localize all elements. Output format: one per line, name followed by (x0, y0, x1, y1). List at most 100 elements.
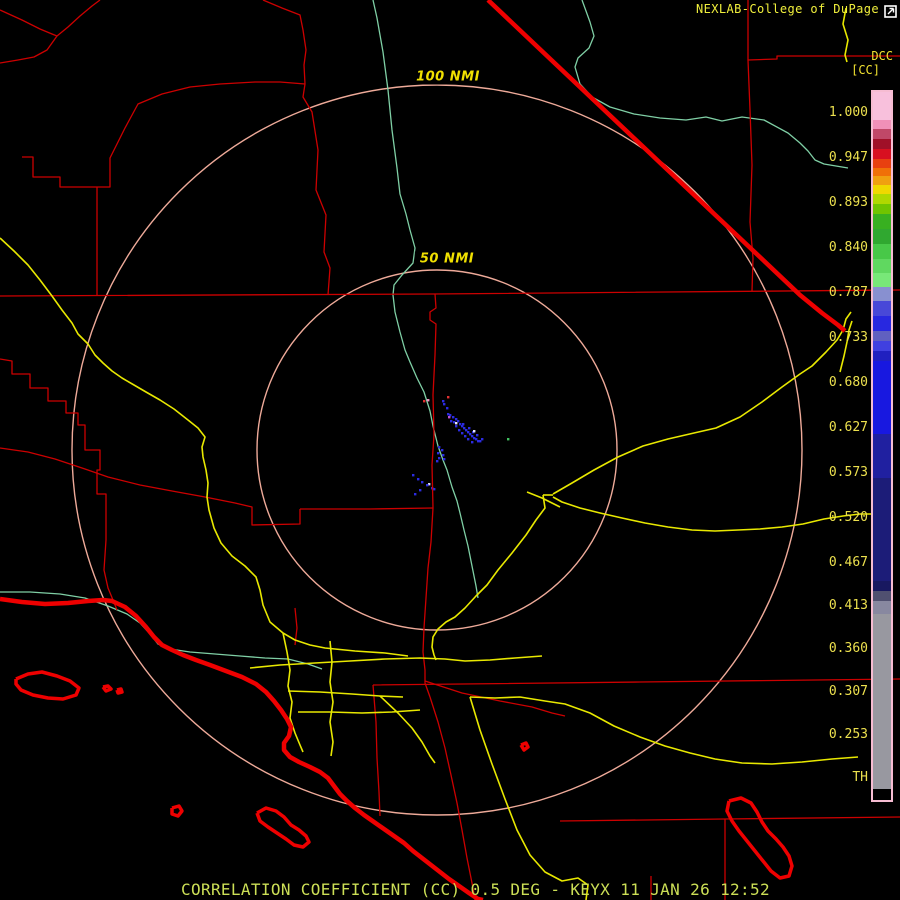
roads (0, 7, 871, 900)
echo-pixel (475, 438, 478, 441)
colorbar-segment (873, 789, 891, 800)
echo-pixel (468, 427, 471, 430)
echo-pixel (443, 458, 446, 461)
colorbar-segment (873, 139, 891, 149)
colorbar-scale-value: 0.733 (828, 330, 868, 345)
colorbar-segment (873, 614, 891, 789)
echo-pixel (428, 483, 431, 486)
colorbar-scale-value: 0.360 (828, 641, 868, 656)
echo-pixel (476, 434, 479, 437)
echo-pixel (481, 438, 484, 441)
colorbar (871, 90, 893, 802)
radar-echoes (412, 396, 510, 496)
echo-pixel (433, 488, 436, 491)
colorbar-segment (873, 287, 891, 301)
colorbar-segment (873, 591, 891, 601)
range-ring (71, 84, 803, 816)
echo-pixel (438, 446, 441, 449)
product-code-label: DCC (871, 49, 893, 63)
echo-pixel (467, 438, 470, 441)
header: NEXLAB-College of DuPage (696, 2, 897, 18)
echo-pixel (469, 433, 472, 436)
colorbar-scale-value: 0.787 (828, 285, 868, 300)
echo-pixel (463, 427, 466, 430)
echo-pixel (449, 414, 452, 417)
range-ring-label: 100 NMI (411, 69, 485, 85)
echo-pixel (442, 400, 445, 403)
echo-pixel (479, 440, 482, 443)
range-ring (256, 269, 618, 631)
echo-pixel (427, 399, 430, 402)
colorbar-scale-value: 0.520 (828, 510, 868, 525)
echo-pixel (438, 457, 441, 460)
echo-pixel (461, 425, 464, 428)
colorbar-segment (873, 478, 891, 581)
colorbar-segment (873, 316, 891, 331)
state-coast-boundaries (0, 0, 847, 900)
rivers (0, 0, 849, 670)
colorbar-segment (873, 601, 891, 614)
echo-pixel (453, 421, 456, 424)
colorbar-segment (873, 581, 891, 591)
colorbar-scale-value: 0.413 (828, 598, 868, 613)
echo-pixel (467, 431, 470, 434)
colorbar-scale-value: 0.307 (828, 684, 868, 699)
colorbar-scale-value: 0.253 (828, 727, 868, 742)
colorbar-segment (873, 434, 891, 478)
echo-pixel (447, 413, 450, 416)
colorbar-segment (873, 194, 891, 204)
echo-pixel (441, 449, 444, 452)
echo-pixel (412, 474, 415, 477)
colorbar-scale-value: 0.627 (828, 420, 868, 435)
colorbar-scale-value: 0.893 (828, 195, 868, 210)
colorbar-segment (873, 168, 891, 176)
echo-pixel (462, 423, 465, 426)
product-caption: CORRELATION COEFFICIENT (CC) 0.5 DEG - K… (181, 880, 770, 899)
colorbar-scale-value: 0.467 (828, 555, 868, 570)
echo-pixel (458, 429, 461, 432)
colorbar-segment (873, 244, 891, 259)
echo-pixel (437, 452, 440, 455)
colorbar-segment (873, 214, 891, 229)
colorbar-segment (873, 273, 891, 287)
echo-pixel (442, 454, 445, 457)
window-export-icon[interactable] (884, 3, 897, 18)
colorbar-scale-value: TH (852, 770, 868, 785)
echo-pixel (471, 435, 474, 438)
colorbar-scale-value: 0.573 (828, 465, 868, 480)
colorbar-segment (873, 229, 891, 244)
colorbar-segment (873, 149, 891, 159)
colorbar-segment (873, 361, 891, 434)
range-ring-label: 50 NMI (414, 251, 480, 267)
echo-pixel (471, 441, 474, 444)
colorbar-scale-value: 0.680 (828, 375, 868, 390)
echo-pixel (452, 416, 455, 419)
page-title: NEXLAB-College of DuPage (696, 2, 879, 16)
echo-pixel (443, 403, 446, 406)
echo-pixel (461, 432, 464, 435)
echo-pixel (446, 407, 449, 410)
echo-pixel (455, 425, 458, 428)
islands (14, 670, 794, 880)
echo-pixel (417, 478, 420, 481)
echo-pixel (455, 422, 458, 425)
colorbar-segment (873, 185, 891, 194)
echo-pixel (473, 430, 476, 433)
echo-pixel (436, 460, 439, 463)
colorbar-segment (873, 120, 891, 129)
echo-pixel (419, 489, 422, 492)
echo-pixel (477, 440, 480, 443)
colorbar-segment (873, 351, 891, 361)
colorbar-segment (873, 204, 891, 214)
echo-pixel (448, 416, 451, 419)
colorbar-segment (873, 159, 891, 168)
echo-pixel (473, 437, 476, 440)
colorbar-scale-value: 0.840 (828, 240, 868, 255)
product-unit-label: [CC] (851, 63, 880, 77)
echo-pixel (426, 484, 429, 487)
echo-pixel (414, 493, 417, 496)
colorbar-segment (873, 301, 891, 316)
echo-pixel (507, 438, 510, 441)
